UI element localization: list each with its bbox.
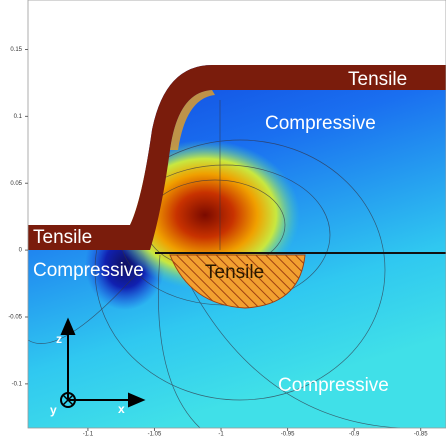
surface-gradient	[170, 90, 215, 150]
y-tick-label: 0	[19, 248, 23, 254]
x-tick-label: -0.95	[281, 432, 295, 437]
y-tick-label: -0.1	[12, 381, 23, 387]
empty-region	[28, 0, 446, 225]
tensile-surface	[28, 65, 446, 250]
contours	[28, 100, 401, 428]
field	[28, 0, 446, 428]
y-tick-label: 0.1	[14, 114, 23, 120]
y-tick-label: 0.15	[10, 47, 22, 53]
y-tick-label: -0.05	[8, 315, 22, 321]
axis-label: x	[118, 402, 125, 416]
hatched-tensile	[169, 254, 306, 309]
x-tick-label: -1	[218, 432, 224, 437]
annotation: Tensile	[348, 69, 407, 90]
annotation: Tensile	[205, 262, 264, 283]
annotation: Compressive	[265, 113, 376, 134]
plot-frame	[27, 0, 446, 429]
annotation: Tensile	[33, 227, 92, 248]
y-tick-label: 0.05	[10, 181, 22, 187]
x-tick-label: -1.05	[148, 432, 162, 437]
x-tick-label: -0.9	[349, 432, 360, 437]
annotation: Compressive	[278, 375, 389, 396]
triad	[60, 317, 146, 408]
x-tick-label: -1.1	[83, 432, 94, 437]
x-tick-label: -0.85	[414, 432, 428, 437]
axis-label: z	[56, 332, 62, 346]
annotation: Compressive	[33, 260, 144, 281]
axis-label: y	[50, 403, 57, 417]
